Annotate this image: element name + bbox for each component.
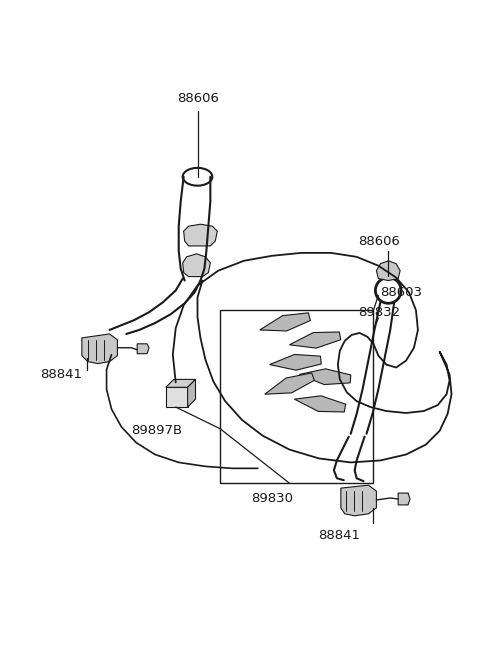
Polygon shape — [183, 254, 210, 276]
Polygon shape — [294, 396, 346, 412]
Polygon shape — [264, 373, 314, 394]
Polygon shape — [137, 344, 149, 354]
Polygon shape — [166, 379, 195, 387]
Polygon shape — [398, 493, 410, 505]
Polygon shape — [289, 332, 341, 348]
Polygon shape — [166, 387, 188, 407]
Polygon shape — [260, 313, 311, 331]
Polygon shape — [184, 224, 217, 246]
Text: 88603: 88603 — [380, 286, 422, 299]
Polygon shape — [341, 485, 376, 515]
Text: 88606: 88606 — [359, 234, 400, 248]
Text: 88606: 88606 — [178, 92, 219, 105]
Text: 88841: 88841 — [40, 368, 83, 381]
Polygon shape — [188, 379, 195, 407]
Text: 88841: 88841 — [318, 529, 360, 542]
Text: 89832: 89832 — [359, 306, 401, 319]
Bar — [220, 310, 373, 483]
Polygon shape — [82, 334, 118, 364]
Text: 89830: 89830 — [251, 491, 293, 504]
Text: 89897B: 89897B — [131, 424, 182, 438]
Polygon shape — [300, 369, 351, 384]
Polygon shape — [270, 354, 321, 370]
Polygon shape — [376, 261, 400, 280]
